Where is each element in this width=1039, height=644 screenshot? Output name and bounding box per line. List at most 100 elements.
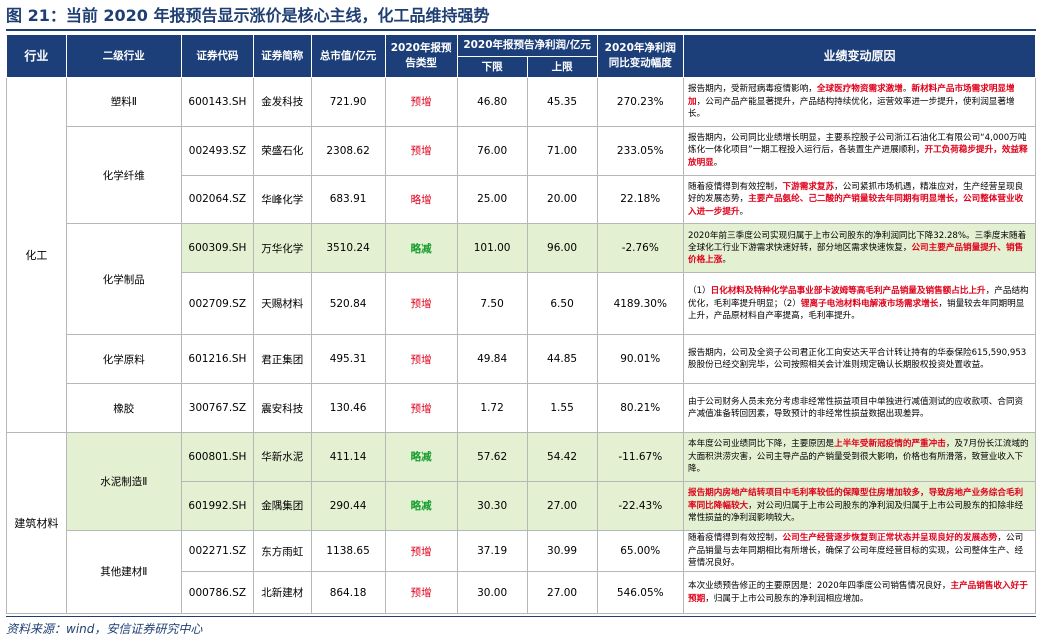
reason-text: ，产品结构优化，毛利率提升明显；（2） [687, 286, 1029, 309]
forecast-type-badge: 略减 [384, 480, 458, 531]
security-code: 002271.SZ [180, 529, 254, 573]
reason-highlight: 日化材料及特种化学品事业部卡波姆等高毛利产品销量及销售额占比上升 [710, 286, 986, 297]
forecast-type-badge: 预增 [384, 383, 458, 434]
reason-text: 。 [722, 255, 731, 266]
reason-text: 。 [902, 84, 912, 95]
security-name: 北新建材 [252, 571, 312, 614]
reason-highlight: 公司生产经营逐步恢复到正常状态并呈现良好的发展态势 [782, 533, 998, 544]
profit-change: 546.05% [596, 571, 684, 614]
profit-upper: 71.00 [526, 125, 598, 176]
security-name: 万华化学 [252, 223, 312, 274]
sub-industry-raw: 化学原料 [65, 334, 182, 385]
profit-change: 4189.30% [596, 272, 684, 336]
forecast-type-badge: 预增 [384, 529, 458, 573]
profit-lower: 7.50 [456, 272, 528, 336]
profit-upper: 96.00 [526, 223, 598, 274]
market-cap: 130.46 [310, 383, 386, 434]
change-reason: 本年度公司业绩同比下降，主要原因是上半年受新冠疫情的严重冲击，及7月份长江流域的… [682, 432, 1037, 482]
security-name: 华峰化学 [252, 174, 312, 225]
reason-text: ，及7月份长江流域的大面积洪涝灾害，公司主导产品的产销量受到很大影响，价格也有所… [687, 439, 1029, 475]
industry-chem: 化工 [6, 76, 67, 434]
change-reason: （1）日化材料及特种化学品事业部卡波姆等高毛利产品销量及销售额占比上升，产品结构… [682, 272, 1037, 336]
forecast-type-badge: 预增 [384, 571, 458, 614]
change-reason: 报告期内，公司及全资子公司君正化工向安达天平合计转让持有的华泰保险615,590… [682, 334, 1037, 385]
reason-text: 随着疫情得到有效控制， [687, 181, 783, 192]
header-code: 证券代码 [180, 34, 254, 78]
forecast-type-badge: 略减 [384, 432, 458, 482]
profit-upper: 27.00 [526, 480, 598, 531]
reason-highlight: 主要产品氨纶、己二酸的产销量较去年同期有明显增长，公司整体营业收入进一步提升 [687, 194, 1024, 217]
profit-upper: 44.85 [526, 334, 598, 385]
header-lower: 下限 [456, 56, 528, 78]
market-cap: 3510.24 [310, 223, 386, 274]
security-code: 002709.SZ [180, 272, 254, 336]
profit-lower: 37.19 [456, 529, 528, 573]
reason-text: ，公司产品销量与去年同期相比有所增长，确保了公司年度经营目标的实现，公司整体生产… [687, 533, 1024, 569]
security-name: 天赐材料 [252, 272, 312, 336]
header-reason: 业绩变动原因 [682, 34, 1037, 78]
profit-change: -11.67% [596, 432, 684, 482]
profit-lower: 46.80 [456, 77, 528, 127]
reason-highlight: 上半年受新冠疫情的严重冲击 [834, 439, 946, 450]
profit-lower: 57.62 [456, 432, 528, 482]
profit-change: -22.43% [596, 480, 684, 531]
source-note: 资料来源：wind，安信证券研究中心 [6, 622, 203, 636]
reason-highlight: 公司主要产品销量提升、销售价格上涨 [687, 243, 1024, 266]
security-code: 601992.SH [180, 480, 254, 531]
profit-lower: 30.30 [456, 480, 528, 531]
profit-upper: 45.35 [526, 77, 598, 127]
security-code: 002493.SZ [180, 125, 254, 176]
reason-highlight: 锂离子电池材料电解液市场需求增长 [800, 298, 939, 309]
footer-divider [6, 616, 1036, 617]
sub-industry-product: 化学制品 [65, 223, 182, 336]
reason-highlight: 报告期内房地产结转项目中毛利率较低的保障型住房增加较多，导致房地产业务综合毛利率… [687, 488, 1024, 511]
sub-industry-other: 其他建材Ⅱ [65, 529, 182, 615]
security-name: 金发科技 [252, 77, 312, 127]
profit-upper: 54.42 [526, 432, 598, 482]
security-name: 震安科技 [252, 383, 312, 434]
reason-text: 本年度公司业绩同比下降，主要原因是 [687, 439, 835, 450]
market-cap: 411.14 [310, 432, 386, 482]
reason-text: 由于公司财务人员未充分考虑非经常性损益项目中单独进行减值测试的应收款项、合同资产… [687, 396, 1024, 420]
reason-text: ，销量较去年同期明显上升，产品原材料自产率提高，毛利率提升。 [687, 298, 1025, 322]
change-reason: 报告期内房地产结转项目中毛利率较低的保障型住房增加较多，导致房地产业务综合毛利率… [682, 480, 1037, 531]
change-reason: 随着疫情得到有效控制，下游需求复苏，公司紧抓市场机遇，精准应对，生产经营呈现良好… [682, 174, 1037, 225]
forecast-type-badge: 预增 [384, 125, 458, 176]
header-change: 2020年净利润同比变动幅度 [596, 34, 684, 78]
header-upper: 上限 [526, 56, 598, 78]
market-cap: 864.18 [310, 571, 386, 614]
change-reason: 2020年前三季度公司实现归属于上市公司股东的净利润同比下降32.28%。三季度… [682, 223, 1037, 274]
profit-lower: 25.00 [456, 174, 528, 225]
profit-lower: 49.84 [456, 334, 528, 385]
market-cap: 290.44 [310, 480, 386, 531]
sub-industry-fiber: 化学纤维 [65, 125, 182, 225]
reason-highlight: 新材料产品市场需求明显增加 [687, 84, 1015, 107]
forecast-type-badge: 预增 [384, 77, 458, 127]
market-cap: 520.84 [310, 272, 386, 336]
market-cap: 721.90 [310, 77, 386, 127]
reason-text: ，归属于上市公司股东的净利润相应增加。 [705, 593, 869, 604]
header-type: 2020年报预告类型 [384, 34, 458, 78]
sub-industry-plastic: 塑料Ⅱ [65, 77, 182, 127]
market-cap: 2308.62 [310, 125, 386, 176]
security-name: 金隅集团 [252, 480, 312, 531]
forecast-type-badge: 预增 [384, 334, 458, 385]
change-reason: 由于公司财务人员未充分考虑非经常性损益项目中单独进行减值测试的应收款项、合同资产… [682, 383, 1037, 434]
reason-text: ，公司产品产能显著提升，产品结构持续优化，运营效率进一步提升，使利润显著增长。 [687, 96, 1015, 120]
reason-text: 。 [713, 157, 723, 168]
change-reason: 本次业绩预告修正的主要原因是：2020年四季度公司销售情况良好，主产品销售收入好… [682, 571, 1037, 614]
reason-text: 。 [739, 206, 749, 217]
reason-text: 报告期内，公司及全资子公司君正化工向安达天平合计转让持有的华泰保险615,590… [687, 347, 1027, 371]
security-name: 荣盛石化 [252, 125, 312, 176]
profit-upper: 27.00 [526, 571, 598, 614]
security-code: 300767.SZ [180, 383, 254, 434]
security-code: 000786.SZ [180, 571, 254, 614]
profit-upper: 20.00 [526, 174, 598, 225]
profit-change: 65.00% [596, 529, 684, 573]
change-reason: 随着疫情得到有效控制，公司生产经营逐步恢复到正常状态并呈现良好的发展态势，公司产… [682, 529, 1037, 573]
header-sub-industry: 二级行业 [65, 34, 182, 78]
reason-highlight: 主产品销售收入好于预期 [687, 581, 1028, 604]
security-code: 600143.SH [180, 77, 254, 127]
reason-text: ，公司紧抓市场机遇，精准应对，生产经营呈现良好的发展态势， [687, 181, 1024, 205]
profit-change: 233.05% [596, 125, 684, 176]
